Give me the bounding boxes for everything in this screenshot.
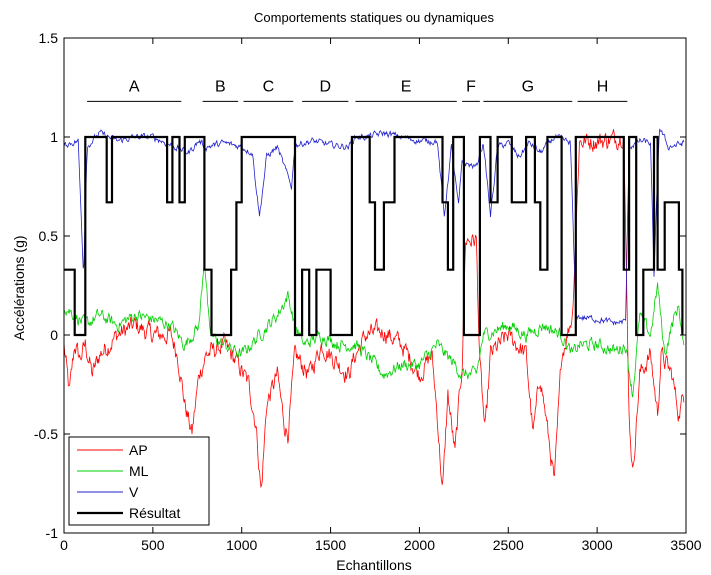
segment-label-d: D (319, 78, 331, 95)
plot-area (64, 128, 685, 489)
segment-label-c: C (263, 78, 275, 95)
x-tick-label: 1000 (226, 537, 257, 553)
x-tick-label: 3500 (670, 537, 701, 553)
segment-label-e: E (401, 78, 412, 95)
y-axis-label: Accélérations (g) (11, 235, 27, 340)
chart-title: Comportements statiques ou dynamiques (254, 10, 494, 25)
x-tick-label: 2000 (404, 537, 435, 553)
segment-label-h: H (597, 78, 609, 95)
legend-label-v: V (129, 484, 139, 500)
y-tick-label: -0.5 (34, 426, 58, 442)
y-tick-label: 0 (50, 327, 58, 343)
legend-box (68, 436, 210, 526)
segment-label-a: A (129, 78, 140, 95)
x-tick-label: 1500 (315, 537, 346, 553)
legend-label-ml: ML (129, 463, 149, 479)
y-tick-label: 1 (50, 129, 58, 145)
x-tick-label: 0 (60, 537, 68, 553)
segment-label-f: F (466, 78, 476, 95)
x-tick-label: 2500 (493, 537, 524, 553)
series-line-résultat (64, 135, 684, 337)
legend-label-ap: AP (129, 442, 148, 458)
x-tick-label: 3000 (582, 537, 613, 553)
series-line-ap (64, 129, 685, 489)
legend-label-résultat: Résultat (129, 505, 180, 521)
y-tick-label: 0.5 (39, 228, 59, 244)
segment-label-b: B (215, 78, 226, 95)
x-axis-label: Echantillons (336, 557, 412, 573)
y-tick-label: 1.5 (39, 30, 59, 46)
x-tick-label: 500 (141, 537, 165, 553)
series-line-ml (64, 263, 685, 398)
plot-frame (63, 37, 687, 534)
segment-label-g: G (522, 78, 534, 95)
y-tick-label: -1 (46, 525, 59, 541)
